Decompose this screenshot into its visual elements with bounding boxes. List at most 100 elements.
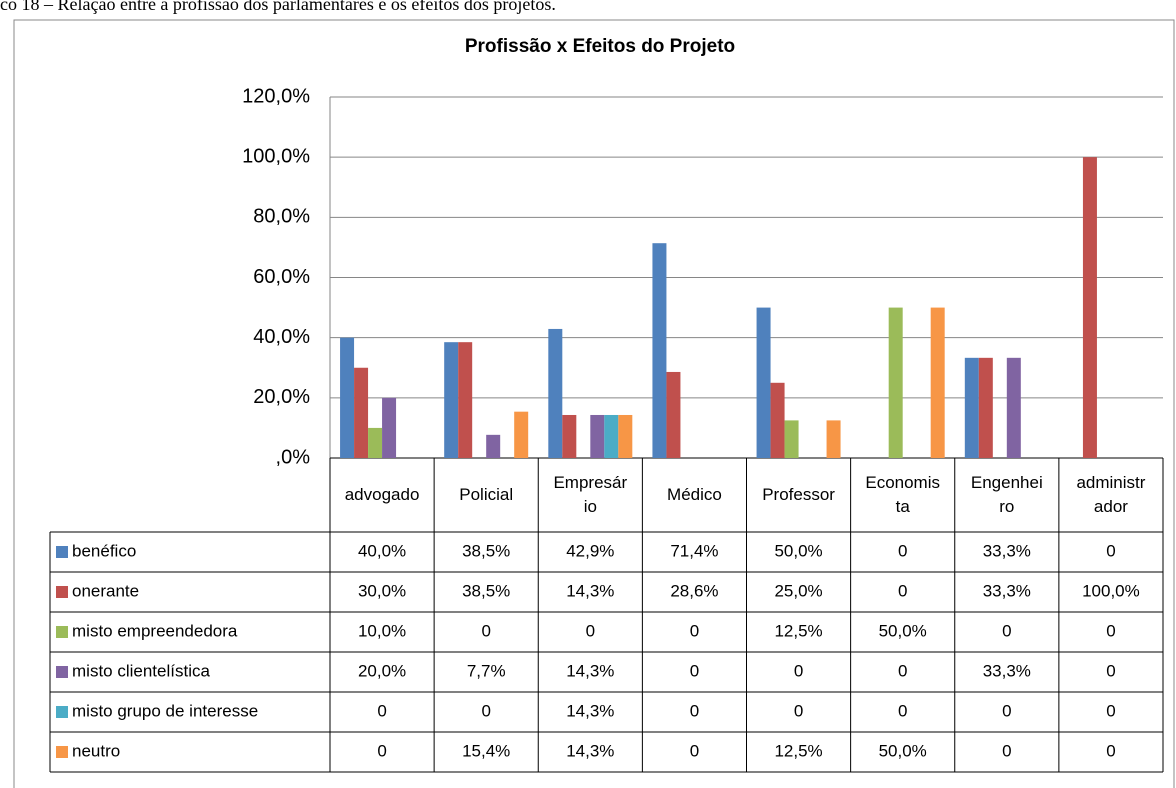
x-tick-label: Empresário (553, 473, 628, 516)
bar (770, 382, 785, 458)
data-label: 0 (1106, 741, 1115, 760)
legend-key (56, 626, 68, 638)
bar (888, 307, 903, 458)
bar (604, 414, 619, 458)
caption: co 18 – Relação entre a profissão dos pa… (0, 0, 556, 14)
y-tick-label: 120,0% (242, 85, 310, 107)
legend-key (56, 546, 68, 558)
legend-key (56, 746, 68, 758)
y-tick-label: 100,0% (242, 145, 310, 167)
bar (458, 342, 473, 458)
data-label: 33,3% (983, 581, 1031, 600)
bar (548, 328, 563, 458)
data-label: 0 (1002, 621, 1011, 640)
data-label: 20,0% (358, 661, 406, 680)
bar (784, 420, 799, 458)
legend-label: misto grupo de interesse (72, 701, 258, 720)
x-tick-label: Economista (865, 473, 940, 516)
legend-key (56, 586, 68, 598)
data-label: 50,0% (774, 541, 822, 560)
bar (826, 420, 841, 458)
data-label: 7,7% (467, 661, 506, 680)
data-label: 38,5% (462, 541, 510, 560)
bar (652, 243, 667, 458)
legend-label: benéfico (72, 541, 136, 560)
y-tick-label: ,0% (276, 446, 311, 468)
y-tick-label: 80,0% (253, 206, 310, 228)
data-label: 0 (690, 661, 699, 680)
data-label: 28,6% (670, 581, 718, 600)
bar (382, 397, 397, 458)
data-label: 0 (794, 701, 803, 720)
data-label: 14,3% (566, 741, 614, 760)
bar (562, 414, 577, 458)
data-label: 100,0% (1082, 581, 1140, 600)
x-tick-label: Policial (459, 485, 514, 504)
data-label: 0 (1002, 701, 1011, 720)
data-label: 50,0% (879, 741, 927, 760)
bar (666, 371, 681, 458)
bar (486, 434, 501, 458)
data-label: 0 (898, 661, 907, 680)
data-label: 14,3% (566, 701, 614, 720)
bar (930, 307, 945, 458)
bar (444, 342, 459, 458)
x-tick-label: Médico (667, 485, 722, 504)
data-label: 0 (898, 541, 907, 560)
data-label: 14,3% (566, 661, 614, 680)
chart-frame (13, 19, 1175, 788)
data-label: 0 (1106, 661, 1115, 680)
x-tick-label: Engenheiro (970, 473, 1043, 516)
data-label: 0 (690, 741, 699, 760)
data-label: 0 (586, 621, 595, 640)
data-label: 33,3% (983, 541, 1031, 560)
legend-key (56, 666, 68, 678)
data-label: 0 (898, 581, 907, 600)
bar (340, 337, 355, 458)
chart-title: Profissão x Efeitos do Projeto (465, 36, 735, 57)
data-label: 40,0% (358, 541, 406, 560)
bar (368, 427, 383, 458)
y-tick-label: 60,0% (253, 266, 310, 288)
data-label: 0 (481, 621, 490, 640)
bar (964, 357, 979, 458)
data-label: 0 (898, 701, 907, 720)
data-label: 0 (377, 701, 386, 720)
bar (756, 307, 771, 458)
bar (514, 411, 529, 458)
data-label: 0 (690, 701, 699, 720)
data-label: 14,3% (566, 581, 614, 600)
data-label: 38,5% (462, 581, 510, 600)
bar (1082, 157, 1097, 458)
data-label: 0 (1106, 621, 1115, 640)
data-label: 15,4% (462, 741, 510, 760)
legend-label: misto clientelística (72, 661, 210, 680)
data-label: 0 (690, 621, 699, 640)
legend-label: onerante (72, 581, 139, 600)
y-tick-label: 40,0% (253, 326, 310, 348)
data-label: 50,0% (879, 621, 927, 640)
data-label: 0 (794, 661, 803, 680)
bar (354, 367, 369, 458)
legend-key (56, 706, 68, 718)
data-label: 0 (1106, 541, 1115, 560)
y-tick-label: 20,0% (253, 386, 310, 408)
data-label: 33,3% (983, 661, 1031, 680)
x-tick-label: administrador (1076, 473, 1146, 516)
data-label: 12,5% (774, 741, 822, 760)
legend-label: misto empreendedora (72, 621, 238, 640)
data-label: 42,9% (566, 541, 614, 560)
bar (618, 414, 633, 458)
data-label: 71,4% (670, 541, 718, 560)
data-label: 0 (1106, 701, 1115, 720)
legend-label: neutro (72, 741, 120, 760)
data-label: 0 (1002, 741, 1011, 760)
data-label: 10,0% (358, 621, 406, 640)
x-tick-label: advogado (344, 485, 420, 504)
data-label: 0 (481, 701, 490, 720)
data-label: 30,0% (358, 581, 406, 600)
data-label: 0 (377, 741, 386, 760)
data-label: 25,0% (774, 581, 822, 600)
bar (978, 357, 993, 458)
